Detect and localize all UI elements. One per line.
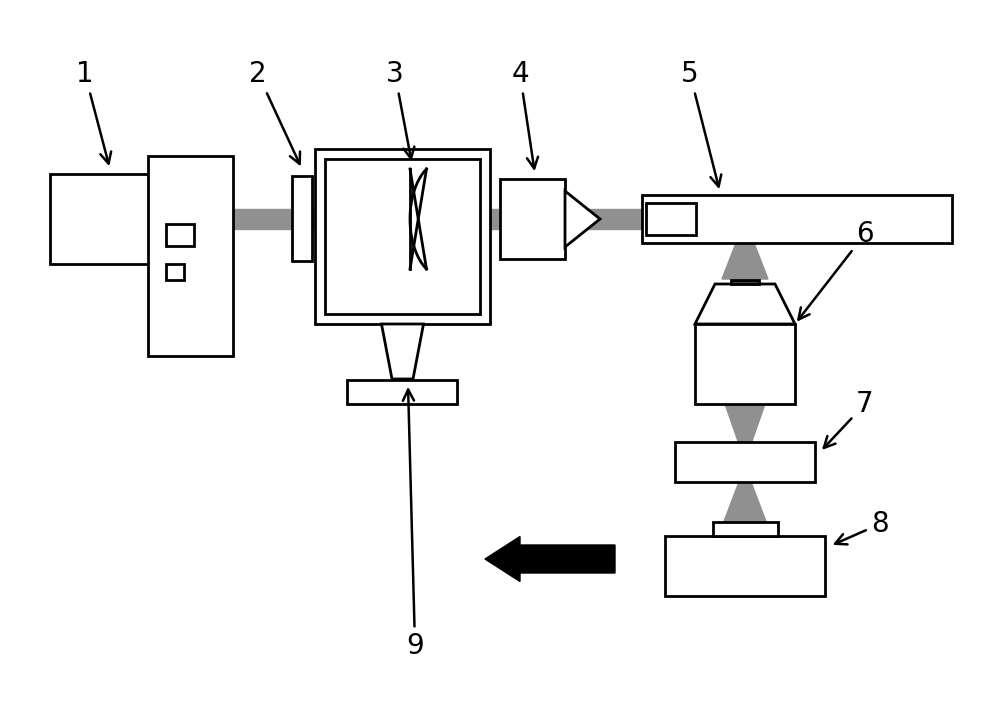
Bar — [347, 380, 457, 404]
Text: 6: 6 — [798, 220, 874, 320]
Bar — [695, 324, 795, 404]
Polygon shape — [731, 280, 759, 284]
Bar — [292, 176, 312, 261]
Text: 9: 9 — [403, 390, 424, 660]
Text: 5: 5 — [681, 60, 721, 186]
Bar — [675, 442, 815, 482]
Bar — [500, 179, 565, 259]
Polygon shape — [722, 243, 768, 279]
Bar — [205, 205, 223, 233]
Bar — [325, 159, 480, 314]
Polygon shape — [382, 324, 424, 379]
Bar — [166, 224, 194, 246]
Text: 2: 2 — [249, 60, 300, 164]
Polygon shape — [695, 284, 795, 324]
Bar — [166, 264, 184, 280]
Polygon shape — [723, 482, 767, 524]
Text: 3: 3 — [386, 60, 414, 159]
FancyArrow shape — [485, 536, 615, 581]
Bar — [642, 195, 952, 243]
Bar — [205, 209, 645, 229]
Polygon shape — [725, 404, 765, 444]
Bar — [665, 536, 825, 596]
Polygon shape — [565, 191, 600, 247]
Text: 1: 1 — [76, 60, 111, 164]
Bar — [315, 149, 490, 324]
Text: 4: 4 — [511, 60, 538, 169]
Text: 7: 7 — [824, 390, 874, 448]
Text: 8: 8 — [835, 510, 889, 544]
Bar — [50, 174, 205, 264]
Bar — [713, 522, 778, 536]
Bar — [148, 156, 233, 356]
Bar — [646, 203, 696, 235]
